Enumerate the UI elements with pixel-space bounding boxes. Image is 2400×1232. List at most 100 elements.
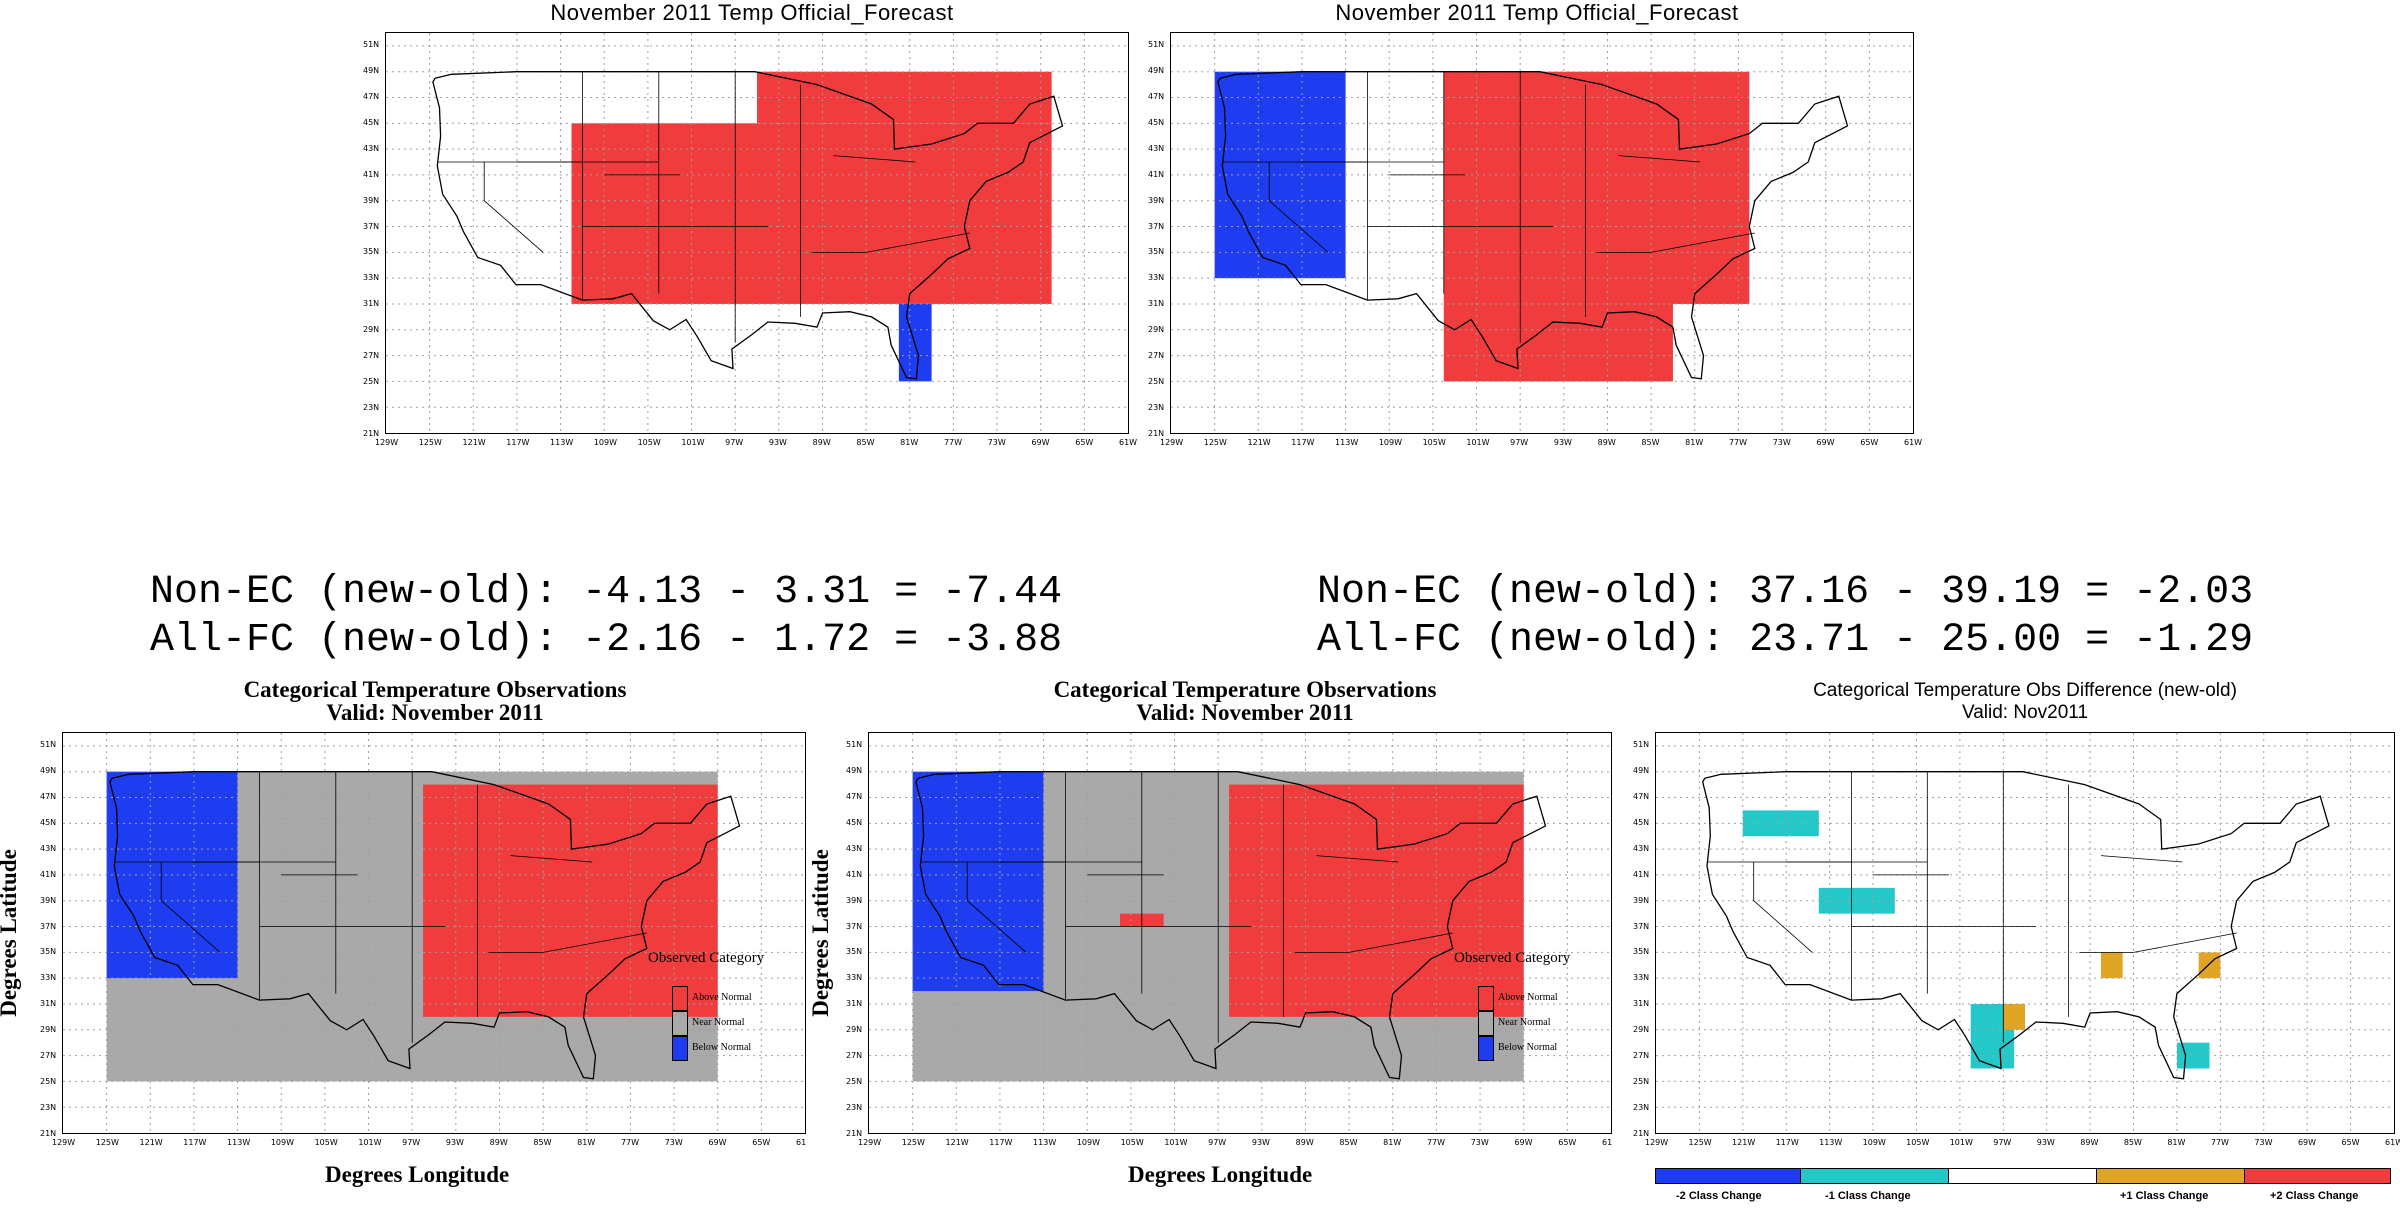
lon-tick-label: 93W (445, 1138, 464, 1147)
lon-tick-label: 89W (1597, 438, 1616, 447)
lat-tick-label: 47N (846, 791, 863, 801)
category-cell-below (898, 303, 932, 382)
lat-tick-label: 43N (40, 843, 57, 853)
lat-tick-label: 23N (846, 1103, 863, 1113)
lat-tick-label: 33N (363, 273, 380, 283)
state-boundary (1349, 932, 1453, 953)
state-boundary (866, 232, 970, 253)
map-title-forecast-old: November 2011 Temp Official_Forecast (550, 0, 954, 25)
map-difference (1655, 732, 2395, 1134)
map-difference-svg (1656, 733, 2394, 1133)
lon-tick-label: 81W (2167, 1138, 2186, 1147)
lat-tick-label: 21N (40, 1129, 57, 1138)
lon-tick-label: 69W (708, 1138, 727, 1147)
lon-tick-label: 85W (533, 1138, 552, 1147)
lon-tick-label: 85W (1339, 1138, 1358, 1147)
map-title-difference: Categorical Temperature Obs Difference (… (1660, 680, 2390, 724)
diff-label-plus2: +2 Class Change (2270, 1190, 2359, 1202)
lat-tick-label: 21N (363, 429, 380, 438)
lat-tick-label: 25N (1148, 377, 1165, 387)
lat-tick-label: 43N (846, 843, 863, 853)
lon-tick-label: 73W (1470, 1138, 1489, 1147)
legend-swatch-near (672, 1011, 688, 1036)
lon-tick-label: 105W (1906, 1138, 1930, 1147)
lat-tick-label: 25N (1633, 1077, 1650, 1087)
lon-tick-label: 97W (1993, 1138, 2012, 1147)
lat-tick-label: 33N (1633, 973, 1650, 983)
conus-outline (432, 71, 1064, 380)
lat-tick-label: 29N (1148, 325, 1165, 335)
lat-tick-label: 33N (40, 973, 57, 983)
category-cell-above (1443, 303, 1673, 382)
map-forecast-old-svg (386, 33, 1128, 433)
map-observed-new (868, 732, 1612, 1134)
map-title-observed-new: Categorical Temperature Observations Val… (940, 678, 1550, 724)
lat-tick-label: 25N (846, 1077, 863, 1087)
lon-tick-label: 117W (989, 1138, 1013, 1147)
legend-swatch-below (672, 1036, 688, 1061)
lon-tick-label: 65W (2341, 1138, 2360, 1147)
legend-swatch-above (672, 986, 688, 1011)
category-cell-plus1 (2198, 952, 2221, 979)
lon-tick-label: 85W (856, 438, 875, 447)
lat-tick-label: 35N (363, 247, 380, 257)
lat-tick-label: 49N (40, 765, 57, 775)
lon-tick-label: 109W (1862, 1138, 1886, 1147)
lon-tick-label: 89W (489, 1138, 508, 1147)
lon-tick-label: 105W (1120, 1138, 1144, 1147)
lon-tick-label: 105W (314, 1138, 338, 1147)
lat-tick-label: 51N (846, 739, 863, 749)
lon-tick-label: 101W (358, 1138, 382, 1147)
diff-bar-plus1 (2096, 1168, 2246, 1184)
legend-title: Observed Category (1454, 950, 1571, 966)
lat-tick-label: 43N (1148, 143, 1165, 153)
lon-tick-label: 89W (1295, 1138, 1314, 1147)
category-cell-above (1443, 71, 1750, 304)
lat-tick-label: 47N (1633, 791, 1650, 801)
legend-swatch-below (1478, 1036, 1494, 1061)
lat-tick-label: 51N (1148, 39, 1165, 49)
category-cell-above (571, 123, 1052, 304)
state-boundary (1268, 162, 1329, 253)
lon-tick-label: 61 (1602, 1138, 1613, 1147)
lon-tick-label: 121W (462, 438, 486, 447)
lon-tick-label: 117W (1775, 1138, 1799, 1147)
lon-tick-label: 97W (1208, 1138, 1227, 1147)
lat-tick-label: 39N (40, 895, 57, 905)
lon-tick-label: 117W (1291, 438, 1315, 447)
lon-tick-label: 77W (2210, 1138, 2229, 1147)
lat-tick-label: 41N (363, 169, 380, 179)
lon-tick-label: 101W (1164, 1138, 1188, 1147)
lat-tick-label: 35N (40, 947, 57, 957)
diff-label-minus2: -2 Class Change (1676, 1190, 1762, 1202)
lat-tick-label: 39N (846, 895, 863, 905)
lon-tick-label: 121W (945, 1138, 969, 1147)
lon-tick-label: 77W (1426, 1138, 1446, 1147)
lat-tick-label: 37N (40, 921, 57, 931)
lon-tick-label: 109W (593, 438, 617, 447)
lat-tick-label: 47N (1148, 91, 1165, 101)
stat-left-non-ec: Non-EC (new-old): -4.13 - 3.31 = -7.44 (150, 570, 1063, 615)
lon-tick-label: 93W (1553, 438, 1572, 447)
stat-right-non-ec: Non-EC (new-old): 37.16 - 39.19 = -2.03 (1317, 570, 2254, 615)
lon-tick-label: 97W (1510, 438, 1529, 447)
diff-bar-plus2 (2244, 1168, 2391, 1184)
category-cell-below (912, 771, 1044, 992)
lat-tick-label: 39N (363, 195, 380, 205)
lon-tick-label: 93W (1251, 1138, 1270, 1147)
lat-tick-label: 41N (1148, 169, 1165, 179)
lat-tick-label: 45N (846, 817, 863, 827)
lat-tick-label: 39N (1148, 195, 1165, 205)
state-boundary (160, 862, 221, 953)
map-forecast-new (1170, 32, 1914, 434)
lon-tick-label: 121W (1247, 438, 1271, 447)
map-title-difference-line1: Categorical Temperature Obs Difference (… (1813, 680, 2237, 701)
lat-tick-label: 23N (363, 403, 380, 413)
lon-tick-label: 125W (95, 1138, 119, 1147)
lat-tick-label: 31N (1148, 299, 1165, 309)
lat-tick-label: 37N (1148, 221, 1165, 231)
legend-label-below: Below Normal (692, 1042, 752, 1053)
lon-tick-label: 69W (1031, 438, 1050, 447)
map-title-forecast-new: November 2011 Temp Official_Forecast (1335, 0, 1739, 25)
state-boundary (510, 855, 593, 863)
